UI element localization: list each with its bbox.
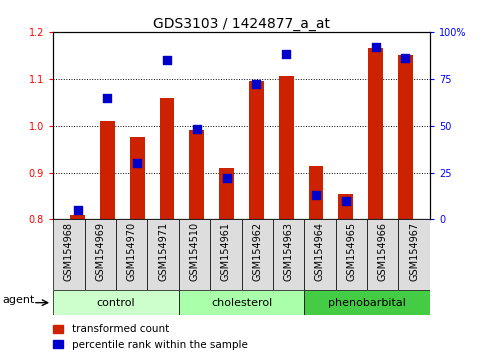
Text: GSM154970: GSM154970 [127, 222, 137, 281]
FancyBboxPatch shape [304, 219, 336, 290]
FancyBboxPatch shape [85, 219, 116, 290]
Point [282, 52, 290, 57]
Text: GSM154961: GSM154961 [221, 222, 231, 281]
Point [312, 192, 320, 198]
Text: GSM154971: GSM154971 [158, 222, 168, 281]
Point [342, 198, 350, 204]
Bar [249, 81, 264, 219]
Point [371, 44, 379, 50]
Bar [368, 48, 383, 219]
Text: GSM154967: GSM154967 [409, 222, 419, 281]
Bar [130, 137, 145, 219]
Text: GSM154969: GSM154969 [95, 222, 105, 281]
Legend: transformed count, percentile rank within the sample: transformed count, percentile rank withi… [49, 320, 252, 354]
Text: GSM154510: GSM154510 [189, 222, 199, 281]
Bar [279, 76, 294, 219]
FancyBboxPatch shape [116, 219, 147, 290]
FancyBboxPatch shape [242, 219, 273, 290]
FancyBboxPatch shape [179, 290, 304, 315]
Bar [159, 97, 174, 219]
Text: phenobarbital: phenobarbital [328, 298, 406, 308]
Title: GDS3103 / 1424877_a_at: GDS3103 / 1424877_a_at [153, 17, 330, 31]
Text: GSM154966: GSM154966 [378, 222, 388, 281]
FancyBboxPatch shape [273, 219, 304, 290]
Bar [219, 168, 234, 219]
Text: cholesterol: cholesterol [211, 298, 272, 308]
FancyBboxPatch shape [147, 219, 179, 290]
Bar [398, 55, 413, 219]
Point [74, 207, 82, 213]
FancyBboxPatch shape [53, 219, 85, 290]
FancyBboxPatch shape [367, 219, 398, 290]
FancyBboxPatch shape [304, 290, 430, 315]
Text: GSM154968: GSM154968 [64, 222, 74, 281]
Bar [189, 130, 204, 219]
Bar [338, 194, 353, 219]
FancyBboxPatch shape [398, 219, 430, 290]
FancyBboxPatch shape [179, 219, 210, 290]
Text: GSM154964: GSM154964 [315, 222, 325, 281]
Bar [70, 215, 85, 219]
FancyBboxPatch shape [53, 290, 179, 315]
Text: control: control [97, 298, 135, 308]
Point [193, 127, 201, 132]
Text: GSM154965: GSM154965 [346, 222, 356, 281]
Point [401, 55, 409, 61]
Bar [100, 121, 115, 219]
Point [223, 175, 230, 181]
Point [104, 95, 112, 101]
Point [133, 160, 141, 166]
Text: agent: agent [3, 295, 35, 305]
FancyBboxPatch shape [336, 219, 367, 290]
FancyBboxPatch shape [210, 219, 242, 290]
Text: GSM154963: GSM154963 [284, 222, 294, 281]
Point [163, 57, 171, 63]
Point [253, 81, 260, 87]
Text: GSM154962: GSM154962 [252, 222, 262, 281]
Bar [309, 166, 324, 219]
